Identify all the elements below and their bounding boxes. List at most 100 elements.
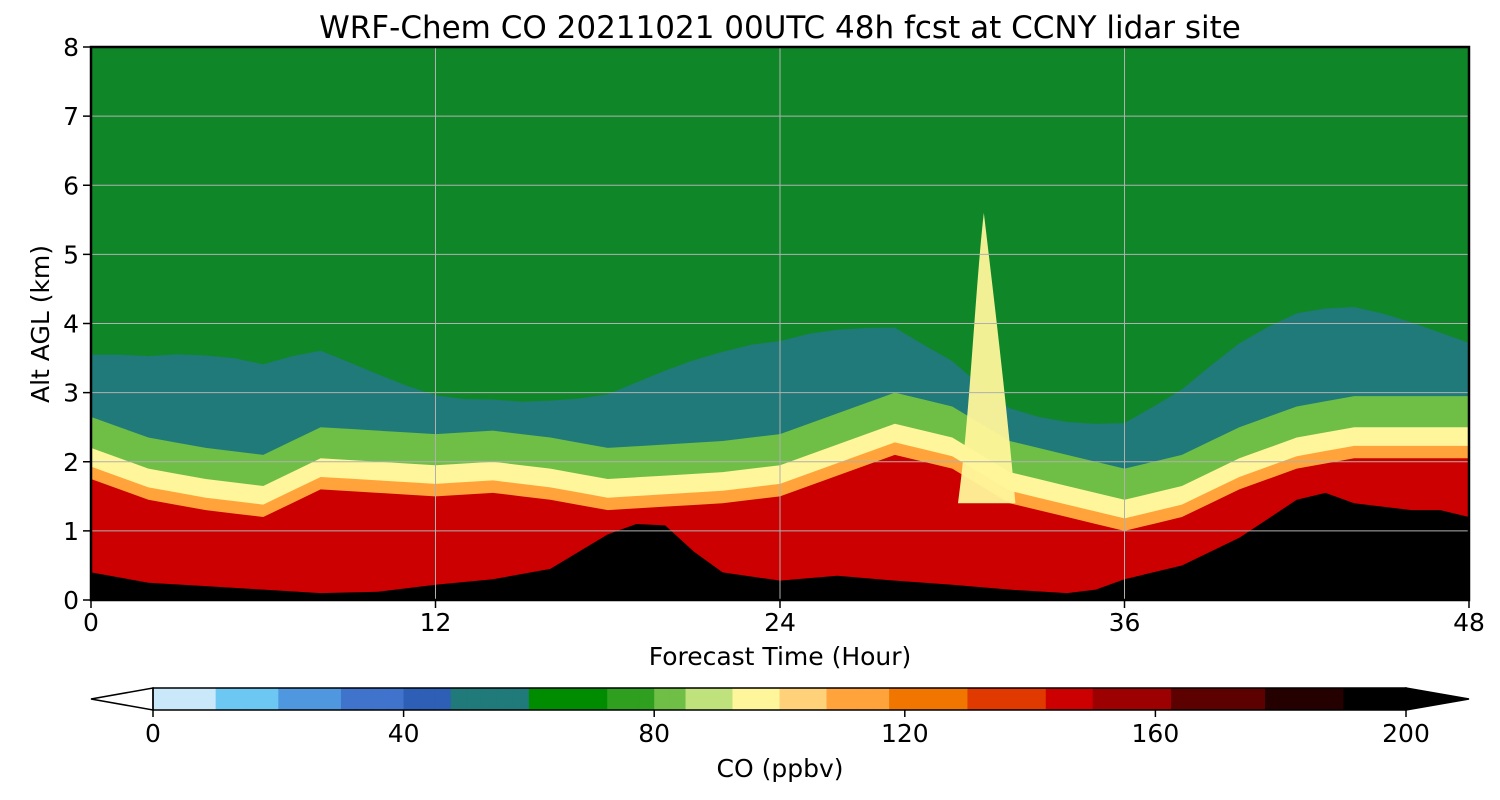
colorbar-segment [936,688,953,710]
y-tick-label: 0 [63,586,79,615]
colorbar-segment [951,688,968,710]
colorbar-segment [497,688,514,710]
colorbar-segment [967,688,984,710]
colorbar-segment [340,688,358,710]
colorbar-segment [215,688,232,710]
x-tick-label: 48 [1453,608,1485,637]
colorbar-segment [356,688,373,710]
colorbar-segment [309,688,326,710]
colorbar-segment [983,688,1000,710]
colorbar-segment [1218,688,1235,710]
colorbar-segment [199,688,217,710]
colorbar-extend-low [90,687,154,711]
colorbar-segment [1124,688,1141,710]
colorbar-segment [842,688,859,710]
y-tick-label: 1 [63,517,79,546]
colorbar-segment [1108,688,1125,710]
colorbar-segment [732,688,749,710]
colorbar-segment [873,688,890,710]
colorbar-extend-high [1405,687,1470,711]
colorbar-segment [1077,688,1094,710]
colorbar-tick-label: 80 [638,719,670,748]
colorbar-segment [779,688,796,710]
colorbar-segment [1045,688,1062,710]
colorbar-segment [560,688,577,710]
colorbar-tick-label: 40 [388,719,420,748]
colorbar-segment [278,688,295,710]
colorbar-segment [1186,688,1203,710]
x-tick-label: 12 [420,608,452,637]
colorbar-segment [419,688,436,710]
colorbar-segment [810,688,827,710]
colorbar-segment [481,688,499,710]
colorbar-segment [528,688,546,710]
x-tick-label: 36 [1109,608,1141,637]
colorbar-segment [1359,688,1376,710]
y-axis-label: Alt AGL (km) [26,245,55,403]
colorbar-segment [513,688,530,710]
colorbar-segment [1171,688,1188,710]
colorbar-segment [685,688,702,710]
x-axis: 0 12 24 36 48 [83,600,1485,637]
colorbar-tick-label: 120 [881,719,929,748]
colorbar-segment [1092,688,1109,710]
colorbar-segment [904,688,921,710]
x-tick-label: 0 [83,608,99,637]
colorbar-segment [1030,688,1047,710]
colorbar-segment [826,688,843,710]
colorbar-segment [607,688,624,710]
plume-core [957,212,1016,504]
colorbar-segment [1327,688,1344,710]
colorbar-segment [889,688,906,710]
colorbar-segment [1249,688,1266,710]
colorbar-segment [387,688,405,710]
colorbar-segment [1374,688,1391,710]
colorbar-frame [152,687,1407,711]
y-tick-label: 4 [63,310,79,339]
colorbar-segment [246,688,264,710]
colorbar-segment [622,688,640,710]
colorbar-segment [325,688,342,710]
colorbar-segment [168,688,185,710]
x-axis-label: Forecast Time (Hour) [649,642,912,671]
y-tick-label: 2 [63,448,79,477]
colorbar-segment [372,688,389,710]
colorbar-segment [920,688,937,710]
colorbar-segment [1390,688,1407,710]
colorbar-segment [1202,688,1219,710]
y-axis: 0 1 2 3 4 5 6 7 8 [63,33,91,615]
colorbar-segment [1296,688,1313,710]
colorbar-segment [591,688,608,710]
colorbar-segment [1233,688,1250,710]
y-tick-label: 7 [63,102,79,131]
colorbar-segment [450,688,467,710]
colorbar-segment [1343,688,1360,710]
chart-title: WRF-Chem CO 20211021 00UTC 48h fcst at C… [319,10,1241,46]
colorbar-segment [763,688,780,710]
colorbar-tick-label: 160 [1132,719,1180,748]
colorbar: 0 40 80 120 160 200 [90,687,1470,748]
colorbar-segment [701,688,718,710]
colorbar-segment [403,688,420,710]
x-tick-label: 24 [764,608,796,637]
colorbar-segment [293,688,311,710]
contour-band-surface [91,492,1469,600]
colorbar-segment [544,688,561,710]
colorbar-segment [1280,688,1297,710]
colorbar-segment [1061,688,1078,710]
colorbar-segment [1155,688,1172,710]
colorbar-label: CO (ppbv) [717,754,844,783]
y-tick-label: 8 [63,33,79,62]
y-tick-label: 3 [63,379,79,408]
y-tick-label: 5 [63,240,79,269]
colorbar-segment [231,688,248,710]
colorbar-segment [434,688,452,710]
colorbar-segment [998,688,1015,710]
colorbar-segment [654,688,671,710]
colorbar-tick-label: 0 [145,719,161,748]
colorbar-segment [638,688,655,710]
colorbar-segment [1265,688,1282,710]
colorbar-segment [575,688,593,710]
colorbar-segment [262,688,279,710]
